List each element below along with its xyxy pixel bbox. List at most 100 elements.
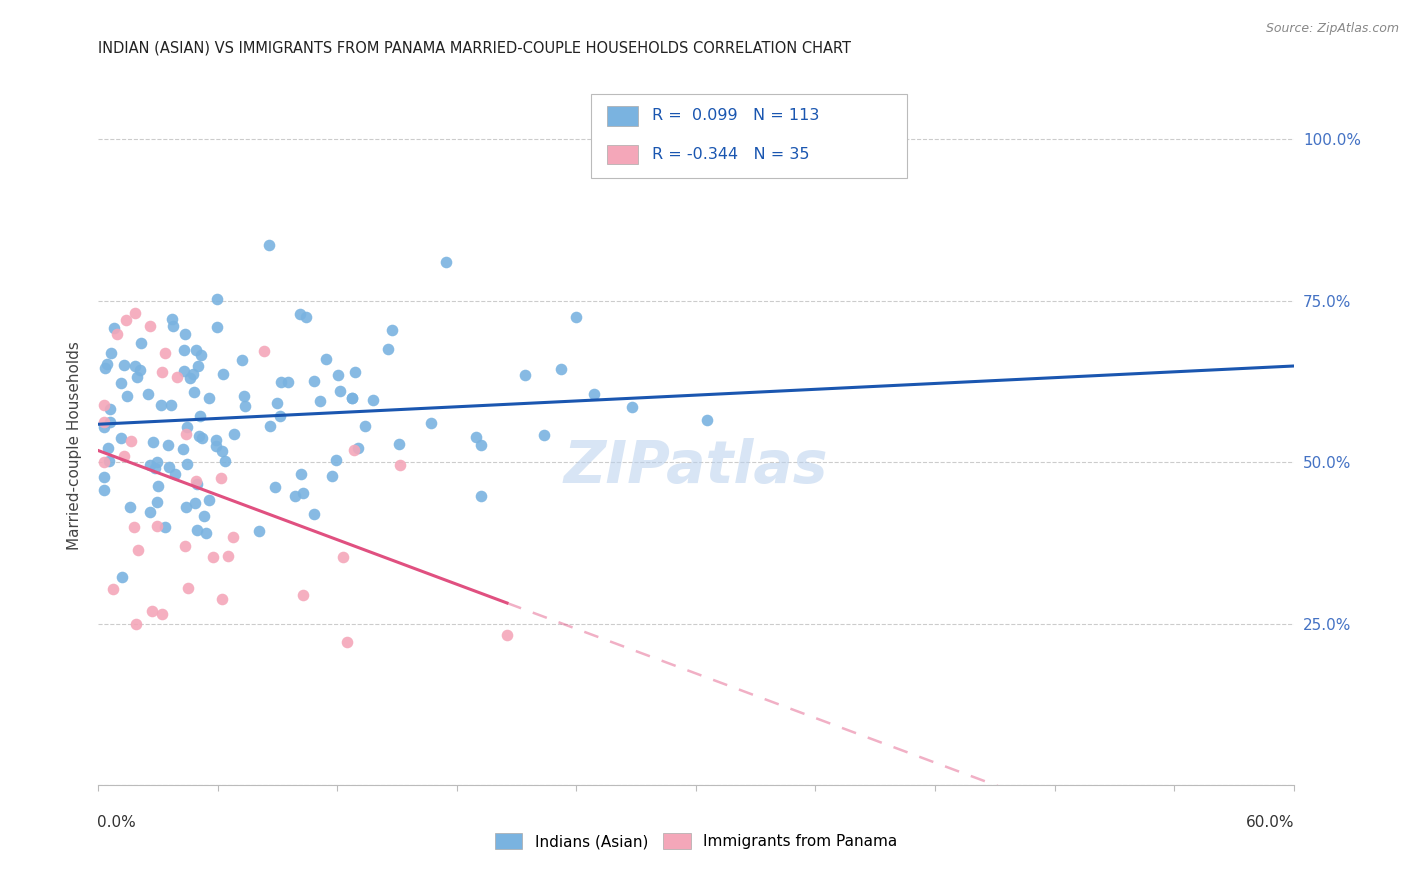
Point [124, 305, 146, 319]
Point [100, 346, 122, 360]
Point [513, 368, 536, 382]
Point [259, 418, 281, 433]
Point [377, 343, 399, 357]
Point [583, 387, 606, 401]
Point [205, 320, 228, 334]
Point [146, 495, 169, 509]
Point [496, 628, 519, 642]
Point [205, 292, 228, 306]
Point [150, 365, 173, 379]
Point [186, 523, 208, 537]
Point [434, 254, 457, 268]
Point [470, 438, 492, 452]
Point [336, 634, 359, 648]
Point [292, 588, 315, 602]
Point [143, 460, 166, 475]
Point [94, 360, 117, 375]
Point [172, 442, 194, 456]
Point [173, 364, 195, 378]
Point [129, 363, 152, 377]
Point [222, 530, 245, 544]
Text: ZIPatlas: ZIPatlas [564, 438, 828, 495]
Point [124, 359, 146, 374]
Point [621, 400, 644, 414]
Point [129, 335, 152, 350]
Point [266, 396, 288, 410]
Point [148, 479, 170, 493]
Point [146, 455, 169, 469]
Point [302, 374, 325, 388]
Point [302, 507, 325, 521]
Point [186, 343, 208, 357]
Point [231, 352, 253, 367]
Point [105, 326, 128, 341]
Text: 0.0%: 0.0% [97, 815, 136, 830]
Point [211, 592, 233, 607]
Point [344, 365, 367, 379]
Y-axis label: Married-couple Households: Married-couple Households [67, 342, 83, 550]
Point [290, 467, 312, 481]
Point [270, 375, 292, 389]
Point [190, 348, 212, 362]
Point [98, 454, 121, 468]
Point [93, 420, 115, 434]
Point [381, 323, 404, 337]
Point [295, 310, 318, 324]
Point [93, 470, 115, 484]
Point [156, 438, 179, 452]
Point [120, 434, 142, 448]
Point [253, 344, 276, 359]
Point [343, 442, 366, 457]
Point [176, 457, 198, 471]
Point [93, 415, 115, 429]
Point [696, 412, 718, 426]
Point [191, 431, 214, 445]
Point [565, 310, 588, 324]
Point [247, 524, 270, 538]
Text: R =  0.099   N = 113: R = 0.099 N = 113 [652, 109, 820, 123]
Point [288, 308, 311, 322]
Point [110, 376, 132, 391]
Point [464, 430, 486, 444]
Point [139, 505, 162, 519]
Point [117, 389, 139, 403]
Point [269, 409, 291, 424]
Legend: Indians (Asian), Immigrants from Panama: Indians (Asian), Immigrants from Panama [489, 827, 903, 855]
Point [128, 543, 150, 558]
Point [96, 441, 118, 455]
Point [101, 582, 124, 596]
Point [162, 318, 184, 333]
Text: 60.0%: 60.0% [1246, 815, 1295, 830]
Point [308, 394, 330, 409]
Point [325, 453, 347, 467]
Point [211, 368, 233, 382]
Point [361, 392, 384, 407]
Point [125, 370, 148, 384]
Point [183, 385, 205, 400]
Point [354, 418, 377, 433]
Point [93, 455, 115, 469]
Point [98, 402, 121, 417]
Point [110, 431, 132, 445]
Point [342, 391, 364, 405]
Point [163, 467, 186, 481]
Point [157, 460, 180, 475]
Point [347, 441, 370, 455]
Point [186, 359, 208, 374]
Point [233, 389, 256, 403]
Point [155, 346, 177, 360]
Point [181, 367, 204, 381]
Point [93, 398, 115, 412]
Point [277, 376, 299, 390]
Point [186, 474, 208, 488]
Point [222, 426, 245, 441]
Point [315, 352, 337, 367]
Point [205, 433, 228, 447]
Text: Source: ZipAtlas.com: Source: ZipAtlas.com [1265, 22, 1399, 36]
Point [174, 426, 197, 441]
Point [187, 429, 209, 443]
Point [160, 312, 183, 326]
Point [173, 540, 195, 554]
Point [194, 526, 217, 541]
Point [205, 439, 228, 453]
